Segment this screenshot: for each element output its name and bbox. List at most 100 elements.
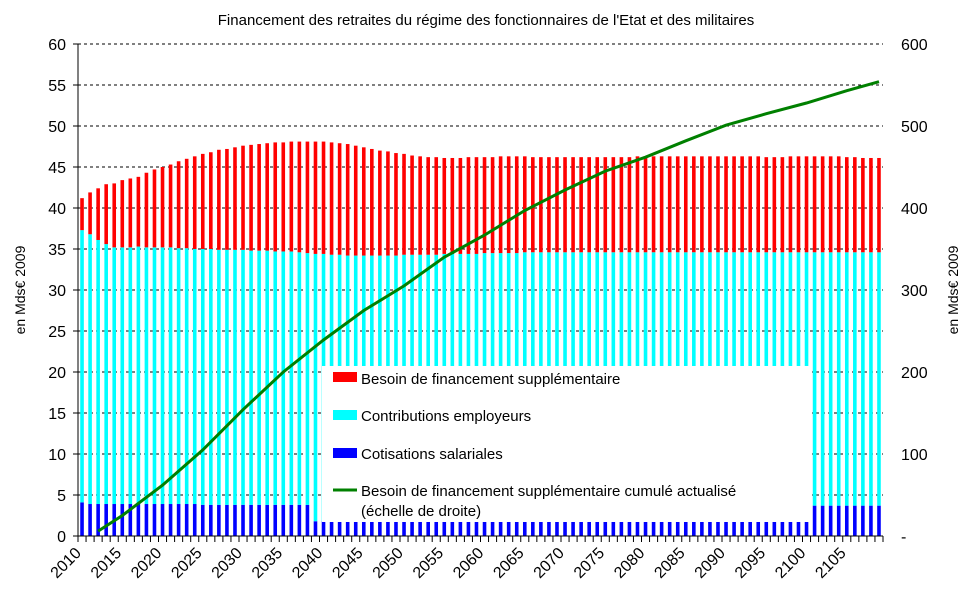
bar-contributions-2039	[313, 253, 318, 522]
bar-cotisations-2084	[675, 521, 680, 536]
bar-besoin-2023	[184, 158, 189, 249]
bar-besoin-2064	[514, 156, 519, 254]
bar-contributions-2036	[289, 251, 294, 505]
legend-swatch-red	[333, 372, 357, 382]
bar-cotisations-2079	[635, 521, 640, 536]
y-tick-label-right: 600	[901, 37, 928, 54]
bar-cotisations-2012	[96, 504, 100, 536]
bar-contributions-2019	[152, 247, 157, 505]
bar-cotisations-2057	[458, 521, 463, 536]
bar-contributions-2103	[828, 252, 833, 506]
y-axis-title-right: en Mds€ 2009	[945, 245, 961, 334]
bar-besoin-2026	[209, 152, 213, 249]
bar-contributions-2015	[120, 247, 125, 505]
bar-besoin-2103	[828, 156, 833, 253]
bar-besoin-2017	[136, 176, 141, 247]
bar-contributions-2038	[305, 253, 310, 505]
bar-cotisations-2093	[748, 521, 752, 536]
bar-cotisations-2100	[804, 521, 809, 536]
bar-cotisations-2038	[305, 504, 310, 536]
bar-cotisations-2044	[353, 521, 358, 536]
bar-cotisations-2019	[152, 504, 157, 536]
bar-cotisations-2091	[732, 521, 736, 536]
bar-besoin-2018	[144, 172, 149, 248]
bar-besoin-2042	[337, 143, 342, 255]
bar-cotisations-2049	[394, 521, 398, 536]
bar-cotisations-2036	[289, 504, 294, 536]
bar-besoin-2068	[547, 157, 551, 253]
bar-besoin-2076	[611, 157, 616, 253]
y-tick-label-right: 400	[901, 201, 928, 218]
x-tick-label: 2065	[490, 545, 527, 582]
bar-besoin-2102	[820, 156, 825, 253]
bar-besoin-2067	[539, 157, 543, 253]
bar-besoin-2098	[788, 156, 793, 253]
bar-cotisations-2070	[563, 521, 567, 536]
bar-cotisations-2106	[853, 505, 857, 536]
bar-contributions-2021	[168, 247, 173, 505]
bar-cotisations-2104	[836, 505, 841, 536]
x-tick-label: 2075	[571, 545, 608, 582]
bar-cotisations-2042	[337, 521, 342, 536]
bar-besoin-2057	[458, 157, 463, 254]
bar-besoin-2054	[434, 157, 439, 255]
y-tick-label-right: 300	[901, 283, 928, 300]
y-tick-label-right: 500	[901, 119, 928, 136]
bar-besoin-2034	[273, 142, 278, 252]
x-tick-label: 2080	[611, 545, 648, 582]
bar-cotisations-2027	[217, 504, 221, 536]
bar-contributions-2017	[136, 246, 141, 505]
bar-cotisations-2082	[659, 521, 664, 536]
bar-besoin-2035	[281, 142, 286, 252]
bar-besoin-2012	[96, 188, 100, 240]
bar-cotisations-2072	[579, 521, 583, 536]
bar-cotisations-2062	[498, 521, 503, 536]
bar-cotisations-2029	[233, 504, 237, 536]
bar-contributions-2016	[128, 247, 133, 505]
legend-label-cotisations: Cotisations salariales	[361, 446, 503, 463]
bar-cotisations-2010	[80, 502, 84, 536]
y-tick-label-left: 0	[57, 529, 66, 546]
legend-box	[322, 366, 812, 522]
bar-cotisations-2094	[756, 521, 761, 536]
bar-besoin-2093	[748, 156, 752, 253]
bar-besoin-2108	[869, 157, 873, 253]
bar-cotisations-2097	[780, 521, 785, 536]
bar-cotisations-2030	[241, 504, 245, 536]
legend-label-contributions: Contributions employeurs	[361, 408, 531, 425]
bar-cotisations-2050	[402, 521, 406, 536]
bar-besoin-2071	[571, 157, 575, 253]
y-tick-label-left: 40	[48, 201, 66, 218]
bar-cotisations-2011	[88, 504, 92, 536]
bar-cotisations-2054	[434, 521, 439, 536]
bar-besoin-2100	[804, 156, 809, 253]
bar-besoin-2059	[474, 157, 479, 254]
bar-cotisations-2066	[531, 521, 535, 536]
bar-cotisations-2033	[265, 504, 269, 536]
bar-cotisations-2078	[627, 521, 632, 536]
bar-cotisations-2035	[281, 504, 286, 536]
bar-cotisations-2056	[450, 521, 455, 536]
bar-contributions-2028	[225, 249, 229, 505]
bar-besoin-2049	[394, 153, 398, 256]
bar-cotisations-2092	[740, 521, 744, 536]
bar-besoin-2072	[579, 157, 583, 253]
legend-label-cumule-note: (échelle de droite)	[361, 503, 481, 520]
bar-contributions-2027	[217, 249, 221, 505]
bar-contributions-2020	[160, 247, 165, 505]
bar-besoin-2014	[112, 183, 117, 248]
cumulative-line	[97, 80, 880, 533]
bar-cotisations-2025	[200, 504, 205, 536]
bar-besoin-2079	[635, 156, 640, 253]
y-tick-label-left: 55	[48, 78, 66, 95]
bar-besoin-2109	[877, 157, 881, 253]
bar-besoin-2078	[627, 157, 632, 253]
bar-cotisations-2081	[651, 521, 656, 536]
bar-cotisations-2048	[386, 521, 390, 536]
bar-besoin-2062	[498, 156, 503, 254]
x-tick-label: 2010	[48, 545, 85, 582]
bar-cotisations-2040	[321, 521, 326, 536]
x-tick-label: 2100	[772, 545, 809, 582]
x-tick-label: 2090	[692, 545, 729, 582]
bar-besoin-2011	[88, 192, 92, 235]
